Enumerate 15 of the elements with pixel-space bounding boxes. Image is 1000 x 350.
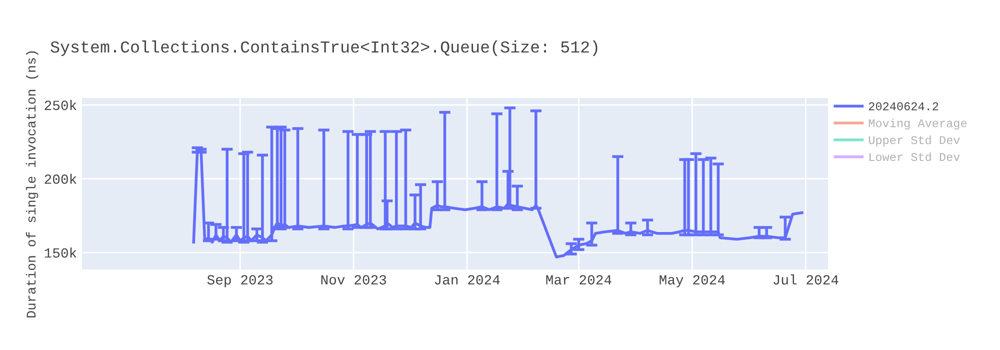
legend-label: 20240624.2 [868,102,938,110]
x-tick-label: Sep 2023 [207,275,273,288]
y-axis-title: Duration of single invocation (ns) [26,51,38,318]
x-tick-label: Jan 2024 [434,275,500,285]
y-tick-label: 200k [44,174,76,184]
legend-label: Upper Std Dev [868,135,960,146]
x-tick-label: May 2024 [660,275,725,288]
chart-title: System.Collections.ContainsTrue<Int32>.Queue(Size: 512) [50,40,598,56]
x-tick-label: Mar 2024 [546,275,612,285]
x-tick-label: Nov 2023 [321,275,386,285]
y-tick-label: 150k [44,247,76,258]
legend-label: Moving Average [868,118,967,130]
legend-label: Lower Std Dev [870,152,960,162]
x-tick-label: Jul 2024 [774,274,838,285]
y-tick-label: 250k [44,100,76,110]
